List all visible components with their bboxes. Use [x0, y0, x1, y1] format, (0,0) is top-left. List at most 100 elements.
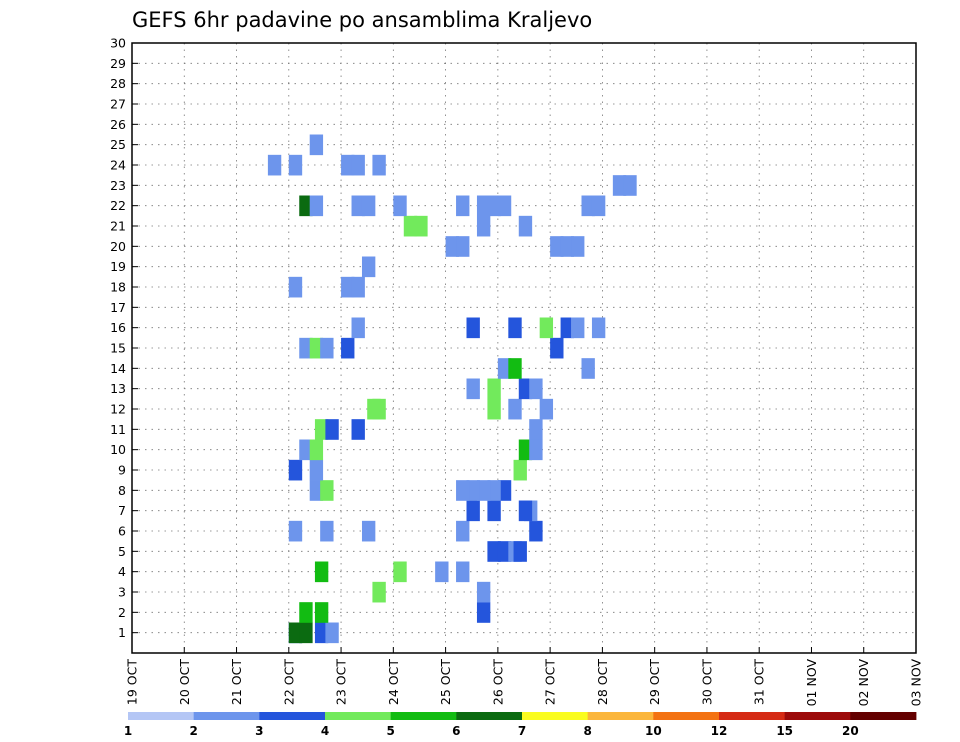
precip-cell — [309, 195, 324, 217]
precip-cell — [314, 622, 329, 644]
precip-cell — [372, 581, 386, 603]
precip-cell — [320, 337, 334, 359]
precip-cell — [581, 358, 595, 379]
precip-cell — [361, 256, 376, 278]
y-tick-label: 10 — [110, 442, 126, 457]
y-tick-label: 15 — [110, 341, 126, 356]
y-tick-label: 2 — [118, 605, 126, 620]
precip-cell — [351, 154, 365, 176]
precip-cell — [497, 541, 512, 562]
precip-cell — [539, 317, 554, 339]
precip-cell — [320, 520, 334, 542]
legend-swatch — [456, 712, 523, 720]
x-tick-label: 26 OCT — [490, 659, 505, 705]
precip-cell — [341, 337, 355, 359]
precip-cell — [456, 236, 470, 257]
legend-label: 2 — [189, 724, 197, 738]
precip-cell — [435, 561, 449, 583]
precip-cell — [299, 602, 313, 623]
y-tick-label: 9 — [118, 463, 126, 478]
legend-label: 4 — [321, 724, 329, 738]
precip-cell — [508, 358, 522, 379]
precip-cell — [513, 459, 527, 481]
y-tick-label: 1 — [118, 625, 126, 640]
legend-swatch — [390, 712, 457, 720]
y-tick-label: 8 — [118, 483, 126, 498]
precip-cell — [456, 195, 470, 217]
legend-label: 12 — [711, 724, 728, 738]
precip-cell — [466, 317, 480, 339]
precip-cell — [591, 195, 606, 217]
precip-cell — [299, 337, 313, 359]
y-tick-label: 29 — [110, 56, 126, 71]
precip-cell — [372, 154, 386, 176]
precip-cell — [550, 236, 564, 257]
precip-cell — [518, 500, 533, 522]
x-tick-label: 31 OCT — [752, 659, 767, 705]
precip-cell — [309, 480, 324, 501]
x-tick-label: 21 OCT — [229, 659, 244, 705]
ensemble-cells — [267, 134, 637, 644]
y-tick-label: 23 — [110, 178, 126, 193]
precip-cell — [267, 154, 282, 176]
precip-cell — [372, 398, 386, 420]
precip-cell — [476, 581, 491, 603]
legend-label: 7 — [518, 724, 526, 738]
legend-swatch — [719, 712, 786, 720]
precip-cell — [518, 378, 533, 400]
y-tick-label: 17 — [110, 300, 126, 315]
precip-cell — [456, 480, 470, 501]
y-tick-label: 12 — [110, 402, 126, 417]
x-tick-label: 27 OCT — [543, 659, 558, 705]
precip-cell — [571, 317, 585, 339]
y-tick-label: 28 — [110, 76, 126, 91]
x-tick-label: 24 OCT — [386, 659, 401, 705]
y-axis-ticks: 1234567891011121314151617181920212223242… — [110, 36, 138, 640]
precip-cell — [314, 419, 329, 440]
precip-cell — [393, 561, 407, 583]
precip-cell — [456, 520, 470, 542]
legend-swatch — [193, 712, 260, 720]
precip-cell — [414, 215, 428, 237]
y-tick-label: 20 — [110, 239, 126, 254]
precip-cell — [456, 561, 470, 583]
legend-swatch — [522, 712, 589, 720]
y-tick-label: 5 — [118, 544, 126, 559]
precip-cell — [560, 317, 574, 339]
precip-cell — [487, 398, 501, 420]
precip-cell — [314, 602, 329, 623]
precip-cell — [508, 398, 522, 420]
precip-cell — [529, 419, 543, 440]
precip-cell — [560, 236, 574, 257]
legend-swatch — [325, 712, 392, 720]
precip-cell — [591, 317, 606, 339]
precip-cell — [497, 358, 512, 379]
y-tick-label: 30 — [110, 36, 126, 51]
precip-cell — [314, 561, 329, 583]
y-tick-label: 6 — [118, 524, 126, 539]
precip-cell — [351, 276, 365, 298]
precip-cell — [623, 175, 637, 196]
precip-cell — [487, 195, 501, 217]
precip-cell — [351, 195, 365, 217]
precip-cell — [351, 317, 365, 339]
y-tick-label: 24 — [110, 158, 126, 173]
legend-label: 6 — [452, 724, 460, 738]
x-tick-label: 19 OCT — [125, 659, 140, 705]
legend-swatch — [784, 712, 851, 720]
y-tick-label: 16 — [110, 320, 126, 335]
y-tick-label: 7 — [118, 503, 126, 518]
precip-cell — [299, 622, 313, 644]
y-tick-label: 21 — [110, 219, 126, 234]
x-tick-label: 25 OCT — [438, 659, 453, 705]
precip-cell — [476, 602, 491, 623]
x-tick-label: 22 OCT — [281, 659, 296, 705]
precip-cell — [341, 154, 355, 176]
precip-cell — [299, 439, 313, 461]
precip-cell — [466, 500, 480, 522]
x-tick-label: 30 OCT — [699, 659, 714, 705]
x-axis-ticks: 19 OCT 20 OCT 21 OCT 22 OCT 23 OCT 24 OCT 25 O… — [125, 647, 924, 706]
precip-cell — [288, 154, 303, 176]
precip-cell — [320, 480, 334, 501]
